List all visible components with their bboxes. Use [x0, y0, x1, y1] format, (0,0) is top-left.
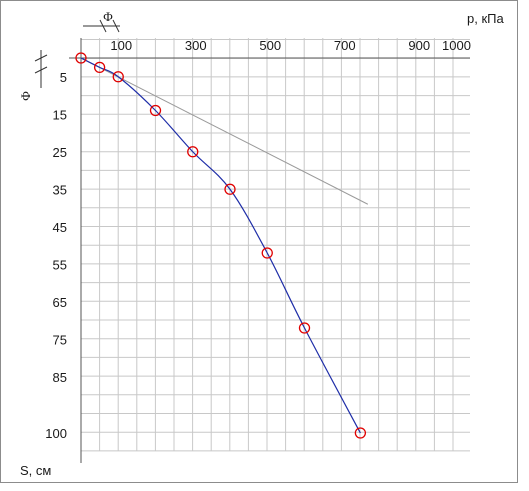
y-tick-label: 35 — [53, 182, 67, 197]
y-marker-label: Φ — [18, 91, 33, 101]
x-tick-label: 1000 — [442, 38, 471, 53]
y-tick-label: 65 — [53, 295, 67, 310]
x-axis-label: p, кПа — [467, 11, 504, 26]
x-tick-label: 700 — [334, 38, 356, 53]
x-origin-marker: Φ — [83, 9, 120, 33]
data-point — [75, 52, 87, 64]
y-tick-label: 25 — [53, 145, 67, 160]
y-axis-label: S, см — [20, 463, 51, 478]
y-tick-labels: 5 15 25 35 45 55 65 75 85 100 — [45, 70, 67, 441]
y-tick-label: 75 — [53, 332, 67, 347]
series-line — [80, 57, 361, 434]
y-origin-marker: Φ — [18, 50, 48, 101]
y-tick-label: 5 — [60, 70, 67, 85]
data-point — [187, 146, 199, 158]
y-tick-label: 100 — [45, 426, 67, 441]
reference-line-group — [80, 57, 369, 205]
reference-line — [80, 57, 369, 205]
x-tick-label: 500 — [259, 38, 281, 53]
x-tick-labels: 100 300 500 700 900 1000 — [110, 38, 471, 53]
x-tick-label: 100 — [110, 38, 132, 53]
x-marker-label: Φ — [103, 9, 113, 24]
x-tick-label: 300 — [185, 38, 207, 53]
axes — [69, 38, 470, 463]
x-tick-label: 900 — [408, 38, 430, 53]
data-point — [112, 71, 124, 83]
data-point — [93, 61, 106, 74]
grid — [80, 38, 470, 452]
series-group — [80, 57, 361, 434]
data-point — [261, 247, 273, 259]
y-tick-label: 45 — [53, 220, 67, 235]
y-tick-label: 15 — [53, 107, 67, 122]
chart-frame — [0, 0, 518, 483]
y-tick-label: 55 — [53, 257, 67, 272]
data-point — [224, 183, 236, 195]
data-point — [149, 104, 162, 117]
data-point — [298, 322, 311, 334]
points-group — [75, 52, 367, 439]
y-tick-label: 85 — [53, 370, 67, 385]
data-point — [354, 427, 367, 439]
